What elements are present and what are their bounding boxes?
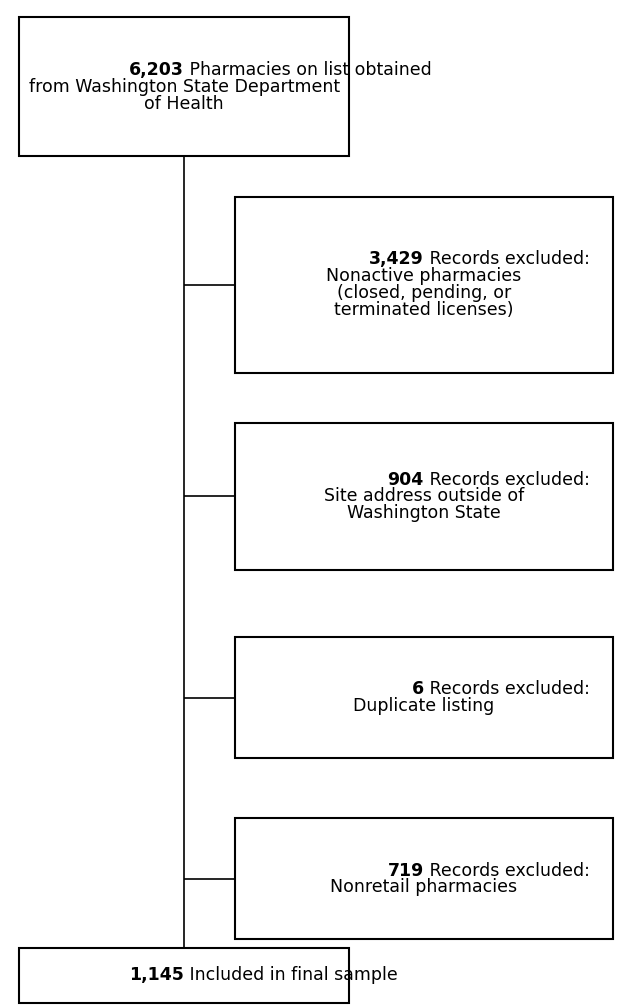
FancyBboxPatch shape xyxy=(235,818,613,939)
FancyBboxPatch shape xyxy=(235,197,613,373)
Text: Records excluded:: Records excluded: xyxy=(424,862,590,880)
Text: Records excluded:: Records excluded: xyxy=(424,680,590,699)
Text: (closed, pending, or: (closed, pending, or xyxy=(337,284,511,302)
FancyBboxPatch shape xyxy=(19,17,349,156)
Text: 1,145: 1,145 xyxy=(130,967,184,984)
Text: Nonactive pharmacies: Nonactive pharmacies xyxy=(326,267,521,285)
Text: terminated licenses): terminated licenses) xyxy=(334,301,514,320)
Text: Site address outside of: Site address outside of xyxy=(324,488,524,505)
Text: Duplicate listing: Duplicate listing xyxy=(353,697,495,715)
FancyBboxPatch shape xyxy=(235,637,613,758)
Text: Records excluded:: Records excluded: xyxy=(424,250,590,268)
FancyBboxPatch shape xyxy=(235,423,613,570)
Text: of Health: of Health xyxy=(144,95,224,113)
Text: 6,203: 6,203 xyxy=(130,60,184,79)
Text: 6: 6 xyxy=(411,680,424,699)
Text: Pharmacies on list obtained: Pharmacies on list obtained xyxy=(184,60,432,79)
Text: Records excluded:: Records excluded: xyxy=(424,471,590,489)
Text: from Washington State Department: from Washington State Department xyxy=(29,78,340,96)
Text: Nonretail pharmacies: Nonretail pharmacies xyxy=(330,878,518,896)
Text: 719: 719 xyxy=(387,862,424,880)
FancyBboxPatch shape xyxy=(19,948,349,1003)
Text: 3,429: 3,429 xyxy=(369,250,424,268)
Text: Washington State: Washington State xyxy=(347,504,501,522)
Text: Included in final sample: Included in final sample xyxy=(184,967,398,984)
Text: 904: 904 xyxy=(387,471,424,489)
